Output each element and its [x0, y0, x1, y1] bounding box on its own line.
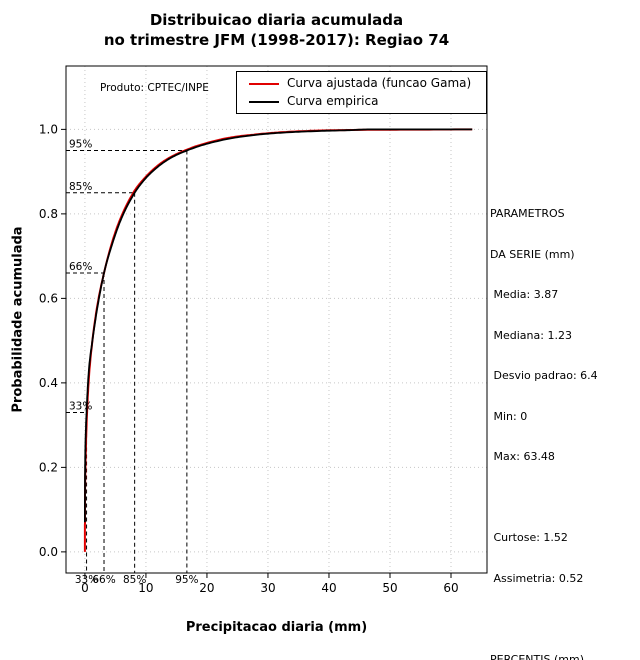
x-tick-label: 40: [321, 581, 336, 595]
stats-panel: PARAMETROS DA SERIE (mm) Media: 3.87 Med…: [490, 180, 598, 660]
percentile-bottom-label: 33%: [75, 574, 98, 586]
y-tick-label: 0.4: [39, 376, 58, 390]
x-axis-label: Precipitacao diaria (mm): [185, 620, 368, 635]
x-tick-label: 30: [260, 581, 275, 595]
stats-line: [490, 491, 598, 505]
stats-line: Curtose: 1.52: [490, 531, 568, 544]
x-tick-label: 60: [443, 581, 458, 595]
stats-line: Mediana: 1.23: [490, 328, 572, 342]
percentile-left-label: 85%: [69, 181, 92, 193]
y-tick-label: 0.6: [39, 291, 58, 305]
stats-line: Min: 0: [490, 409, 528, 423]
y-tick-label: 0.0: [39, 545, 58, 559]
percentile-bottom-label: 95%: [175, 574, 198, 586]
curve-fitted-gamma: [83, 128, 473, 552]
y-tick-label: 1.0: [39, 122, 58, 136]
chart-title: Distribuicao diaria acumulada no trimest…: [0, 10, 553, 50]
chart-title-line2: no trimestre JFM (1998-2017): Regiao 74: [103, 31, 450, 49]
curve-empirical: [84, 128, 473, 523]
y-tick-label: 0.2: [39, 460, 58, 474]
x-tick-label: 50: [382, 581, 397, 595]
stats-line: Desvio padrao: 6.4: [490, 369, 598, 382]
x-tick-label: 0: [81, 581, 89, 595]
stats-line: PARAMETROS: [490, 207, 565, 220]
legend-line-sample: [249, 82, 279, 85]
stats-line: [490, 612, 598, 626]
plot-box: [65, 65, 488, 574]
percentile-left-label: 66%: [69, 261, 92, 273]
legend: Curva ajustada (funcao Gama) Curva empir…: [236, 71, 487, 114]
stats-line: Max: 63.48: [490, 450, 555, 463]
legend-item-fitted: Curva ajustada (funcao Gama): [237, 76, 486, 91]
stats-line: PERCENTIS (mm): [490, 652, 584, 660]
product-annotation: Produto: CPTEC/INPE: [100, 82, 209, 94]
y-axis-label: Probabilidade acumulada: [10, 226, 26, 413]
percentile-left-label: 33%: [69, 400, 92, 412]
legend-label: Curva empirica: [287, 94, 379, 108]
chart-title-line1: Distribuicao diaria acumulada: [149, 11, 404, 29]
stats-line: DA SERIE (mm): [490, 247, 575, 261]
x-tick-label: 10: [138, 581, 153, 595]
percentile-bottom-label: 66%: [92, 574, 115, 586]
percentile-bottom-label: 85%: [123, 574, 146, 586]
stats-line: Media: 3.87: [490, 288, 559, 301]
legend-line-sample: [249, 100, 279, 103]
percentile-left-label: 95%: [69, 139, 92, 151]
stats-line: Assimetria: 0.52: [490, 571, 584, 585]
legend-item-empirical: Curva empirica: [237, 94, 486, 109]
y-tick-label: 0.8: [39, 207, 58, 221]
legend-label: Curva ajustada (funcao Gama): [287, 76, 472, 90]
x-tick-label: 20: [199, 581, 214, 595]
